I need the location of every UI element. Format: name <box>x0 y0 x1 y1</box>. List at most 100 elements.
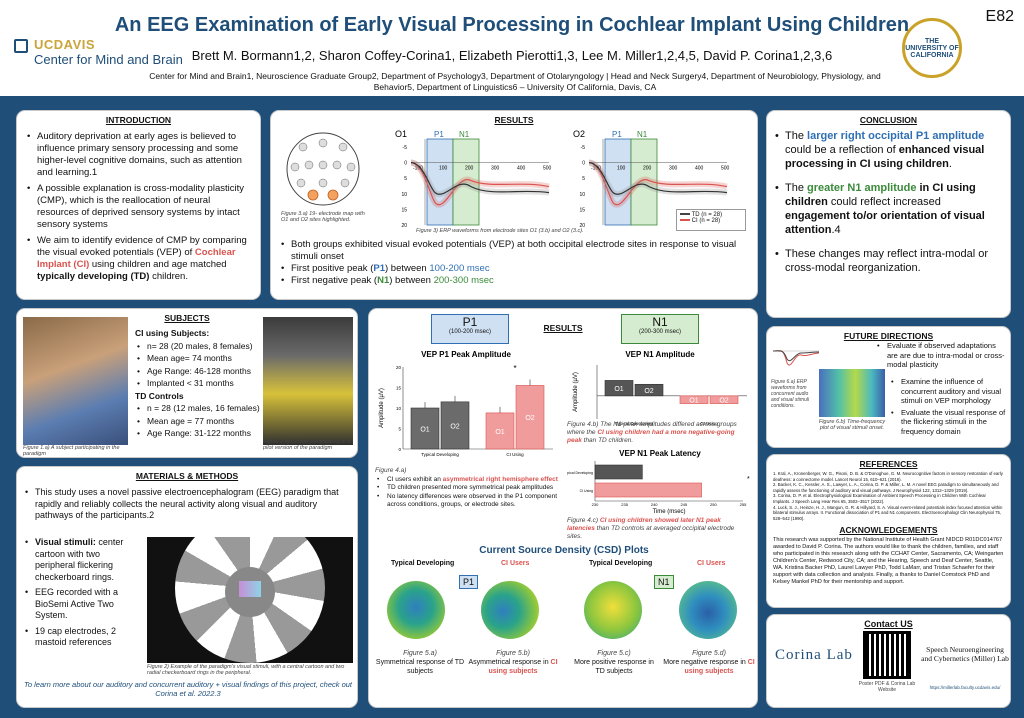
f5b-text2: CI using subjects <box>488 659 558 675</box>
conclusion-panel: CONCLUSION The larger right occipital P1… <box>766 110 1011 318</box>
bar <box>604 380 634 397</box>
subject-photo-b <box>263 317 353 445</box>
corina-lab-logo[interactable]: Corina Lab <box>775 647 853 663</box>
rb2b: P1 <box>373 263 385 274</box>
results-bullet-1: Both groups exhibited visual evoked pote… <box>279 239 749 263</box>
n1-latency-chart: VEP N1 Peak Latency Typical Developing CI … <box>567 449 750 515</box>
intro-title: INTRODUCTION <box>105 115 172 125</box>
f5d-label: Figure 5.d) <box>692 650 726 657</box>
csd-topo-td-n1 <box>584 581 642 639</box>
results-bullet-3: First negative peak (N1) between 200-300… <box>279 275 749 287</box>
n1-amplitude-chart: VEP N1 Amplitude Amplitude (µV) O1 O2 O1 O2 Ty… <box>573 350 747 426</box>
cap4c1: Figure 4.c) <box>567 517 600 524</box>
miller-lab-link[interactable]: https://millerlab.faculty.ucdavis.edu/ <box>929 685 1001 690</box>
bar-label: O1 <box>495 429 504 436</box>
intro-b3a: We aim to identify evidence of CMP by co… <box>37 235 247 258</box>
erp-y-tick: 5 <box>404 176 407 182</box>
csd-ci-label-1: CI Users <box>501 560 530 567</box>
header: UCDAVIS Center for Mind and Brain An EEG… <box>0 0 1024 96</box>
erp-y-tick: 15 <box>401 207 407 213</box>
mb2b: center cartoon with two peripheral flick… <box>35 537 124 582</box>
cap4c2: CI using children showed later N1 peak l… <box>567 517 721 532</box>
future-3: Evaluate the visual response of the flic… <box>889 408 1007 437</box>
erp-y-tick: 0 <box>404 161 407 167</box>
bar-label: O2 <box>644 388 653 395</box>
photo-b-caption: Figure 1.b) CI user participating in a p… <box>263 439 351 451</box>
erp-x-tick: 200 <box>643 166 652 172</box>
c2c: in CI using children <box>785 182 976 208</box>
c2f: .4 <box>831 224 841 236</box>
cap4b1: Figure 4.b) The N1 peak amplitudes diffe… <box>567 421 737 436</box>
electrode-map <box>286 132 360 206</box>
cap4b3: than TD children. <box>581 437 634 444</box>
cartoon-icon <box>239 581 261 597</box>
poster-title: An EEG Examination of Early Visual Proce… <box>114 14 910 36</box>
erp-x-tick: 300 <box>491 166 500 172</box>
erp-x-tick: -100 <box>413 166 423 172</box>
results-mid-panel: RESULTS P1 (100-200 msec) N1 (200-300 ms… <box>368 308 758 708</box>
erp-caption: Figure 3) ERP waveforms from electrode s… <box>416 228 584 234</box>
x-tick: 240 <box>651 502 658 507</box>
f5c-text: More positive response in TD subjects <box>574 659 654 675</box>
cap4c3: than TD controls at averaged occipital e… <box>567 525 735 540</box>
methods-bullet-3: EEG recorded with a BioSemi Active Two S… <box>23 587 141 622</box>
x-tick: 255 <box>740 502 747 507</box>
results-top-title: RESULTS <box>494 115 534 125</box>
legend-td: TD (n = 28) <box>680 212 742 218</box>
erp-x-tick: 300 <box>669 166 678 172</box>
bar-category: Typical Developing <box>567 471 593 475</box>
intro-bullet-2: A possible explanation is cross-modality… <box>25 183 252 231</box>
y-tick: 0 <box>398 447 401 452</box>
f5c-label: Figure 5.c) <box>597 650 631 657</box>
rb3b: N1 <box>377 275 390 286</box>
logo-uc: UCDAVIS <box>34 37 96 52</box>
erp-legend: TD (n = 28) CI (n = 28) <box>676 209 746 231</box>
csd-td-label-1: Typical Developing <box>391 560 455 567</box>
methods-panel: MATERIALS & METHODS This study uses a no… <box>16 466 358 708</box>
b4a2: asymmetrical right hemisphere effect <box>442 475 558 483</box>
erp-n1-label: N1 <box>459 130 470 139</box>
f5b: Figure 5.b) Asymmetrical response in CI … <box>467 649 559 676</box>
y-label: Amplitude (µV) <box>379 388 385 428</box>
bar-label: O2 <box>450 423 459 430</box>
erp-x-tick: 100 <box>617 166 626 172</box>
qr-code-icon[interactable] <box>863 631 911 679</box>
csd-topo-ci-n1 <box>679 581 737 639</box>
ref-1: 1. Kral, A., Kronenberger, W. G., Pisoni… <box>773 471 1003 482</box>
y-tick: 10 <box>396 406 402 411</box>
bar-label: O1 <box>689 398 698 405</box>
bar <box>594 464 643 480</box>
ref-2: 2. Backer, K. C., Kessler, A. S., Lawyer… <box>773 482 999 493</box>
c2d: could reflect increased <box>827 196 941 208</box>
x-label: Time (msec) <box>652 509 685 515</box>
fig4a-text: Figure 4.a) CI users exhibit an asymmetr… <box>375 467 561 510</box>
significance: * <box>747 476 750 483</box>
cap4b2: CI using children had a more negative-go… <box>567 429 735 444</box>
ci-subject-item-0: n= 28 (20 males, 8 females) <box>135 340 265 353</box>
td-control-item-1: Mean age = 77 months <box>135 415 265 428</box>
seal-text: THE UNIVERSITY OF CALIFORNIA <box>905 37 959 59</box>
chart-title: VEP N1 Peak Latency <box>619 449 701 458</box>
bar <box>709 395 739 404</box>
bar <box>679 395 709 404</box>
f5d: Figure 5.d) More negative response in CI… <box>663 649 755 676</box>
qr-caption: Poster PDF & Corina Lab Website <box>858 681 916 693</box>
intro-bullet-3: We aim to identify evidence of CMP by co… <box>25 235 252 283</box>
affiliations: Center for Mind and Brain1, Neuroscience… <box>149 71 881 92</box>
rb2c: ) between <box>385 263 430 274</box>
stimulus-caption: Figure 2) Example of the paradigm's visu… <box>147 664 345 676</box>
stimulus-image <box>147 537 353 663</box>
ci-subject-item-2: Age Range: 46-128 months <box>135 365 265 378</box>
intro-b3b: Cochlear Implant (CI) <box>37 247 236 270</box>
erp-y-tick: -5 <box>581 145 586 151</box>
chart-title: VEP N1 Amplitude <box>625 350 695 359</box>
f5d-text1: More negative response in <box>663 659 748 666</box>
fig4c-caption: Figure 4.c) CI using children showed lat… <box>567 517 747 541</box>
p1-window <box>604 138 632 226</box>
f5a: Figure 5.a) Symmetrical response of TD s… <box>375 649 465 676</box>
erp-x-tick: 100 <box>439 166 448 172</box>
f5b-label: Figure 5.b) <box>496 650 530 657</box>
future-1: Evaluate if observed adaptations are are… <box>875 341 1007 370</box>
conclusion-title: CONCLUSION <box>859 115 918 125</box>
future-cap-b: Figure 6.b) Time-frequency plot of visua… <box>818 419 886 431</box>
